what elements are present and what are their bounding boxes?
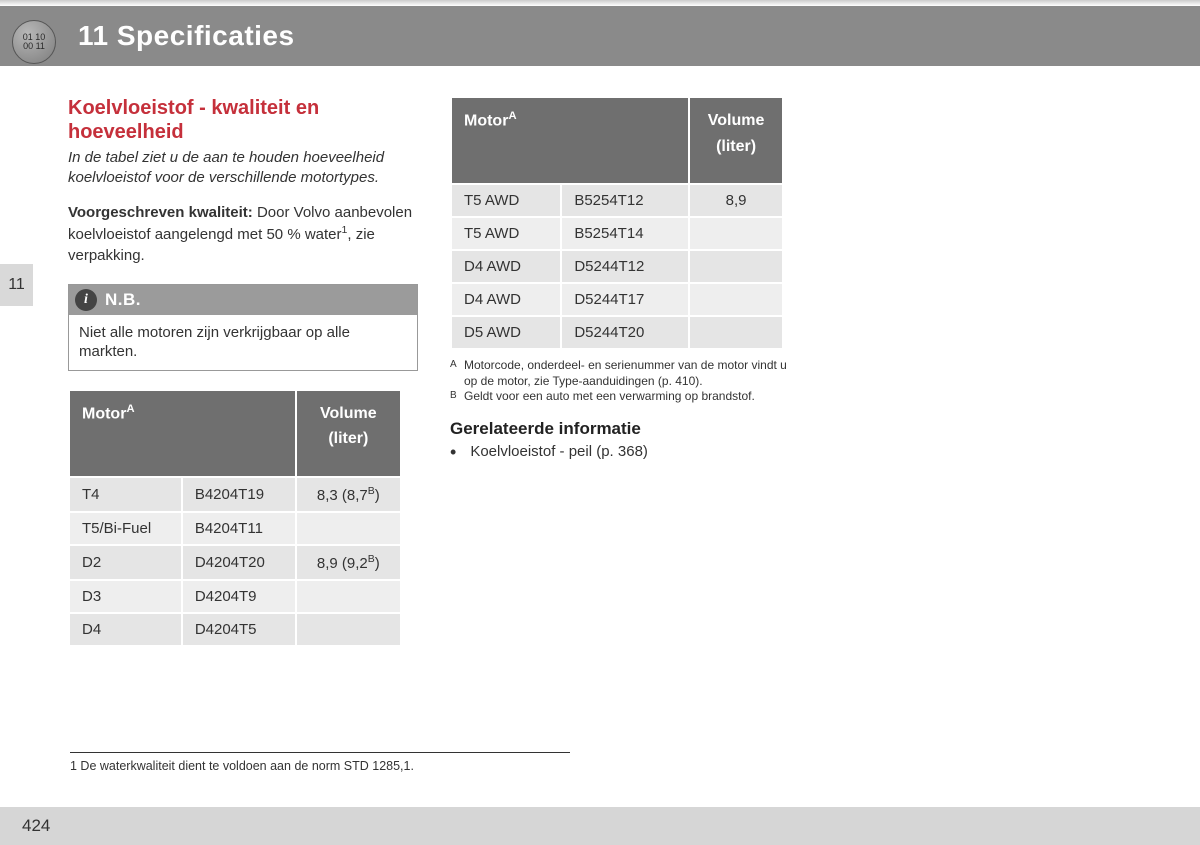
side-tab-label: 11 [8, 276, 25, 294]
cell: D5244T12 [562, 251, 688, 282]
cell: T5/Bi-Fuel [70, 513, 181, 544]
table-row: D3 D4204T9 [70, 581, 400, 612]
circle-line2: 00 11 [23, 42, 45, 51]
note-label: N.B. [105, 290, 141, 310]
th-motor: MotorA [452, 98, 688, 183]
table-row: T5 AWD B5254T14 [452, 218, 782, 249]
table-row: D5 AWD D5244T20 [452, 317, 782, 348]
bullet-icon: • [450, 443, 456, 461]
cell: D5 AWD [452, 317, 560, 348]
quality-label: Voorgeschreven kwaliteit: [68, 204, 253, 221]
table-row: D2 D4204T20 8,9 (9,2B) [70, 546, 400, 579]
cell: 8,9 (9,2B) [297, 546, 400, 579]
cell: B4204T19 [183, 478, 295, 511]
section-title: Koelvloeistof - kwaliteit en hoeveelheid [68, 96, 418, 144]
cell: D3 [70, 581, 181, 612]
cell [690, 284, 782, 315]
cell: D4204T20 [183, 546, 295, 579]
note-body: Niet alle motoren zijn verkrijgbaar op a… [69, 315, 417, 370]
th-vol-l1: Volume [320, 405, 377, 422]
th-vol-l2: (liter) [716, 138, 756, 155]
cell [297, 614, 400, 645]
footnote-text: Motorcode, onderdeel- en serienummer van… [464, 358, 800, 389]
quality-paragraph: Voorgeschreven kwaliteit: Door Volvo aan… [68, 203, 418, 266]
th-volume: Volume (liter) [690, 98, 782, 183]
cell: 8,3 (8,7B) [297, 478, 400, 511]
page-footnote: 1 De waterkwaliteit dient te voldoen aan… [70, 752, 570, 773]
th-motor-sup: A [126, 403, 134, 415]
th-volume: Volume (liter) [297, 391, 400, 476]
chapter-header: 11 Specificaties [0, 6, 1200, 66]
footnote-key: B [450, 389, 464, 405]
cell [690, 251, 782, 282]
th-motor-text: Motor [82, 405, 126, 422]
cell: D4 [70, 614, 181, 645]
chapter-icon: 01 10 00 11 [12, 20, 56, 64]
cell: D4 AWD [452, 284, 560, 315]
cell: B5254T14 [562, 218, 688, 249]
footnote-text: Geldt voor een auto met een verwarming o… [464, 389, 755, 405]
cell: T5 AWD [452, 218, 560, 249]
cell: D5244T20 [562, 317, 688, 348]
cell: 8,9 [690, 185, 782, 216]
related-info-title: Gerelateerde informatie [450, 419, 800, 439]
footnote-key: A [450, 358, 464, 389]
table-row: T5/Bi-Fuel B4204T11 [70, 513, 400, 544]
note-header: i N.B. [69, 285, 417, 315]
coolant-table-right: MotorA Volume (liter) T5 AWD B5254T12 8,… [450, 96, 784, 350]
cell [690, 317, 782, 348]
cell: T4 [70, 478, 181, 511]
table-row: T4 B4204T19 8,3 (8,7B) [70, 478, 400, 511]
th-motor-sup: A [508, 110, 516, 122]
cell: B5254T12 [562, 185, 688, 216]
table-footnotes: A Motorcode, onderdeel- en serienummer v… [450, 358, 800, 405]
cell: T5 AWD [452, 185, 560, 216]
th-motor-text: Motor [464, 112, 508, 129]
footnote-row: B Geldt voor een auto met een verwarming… [450, 389, 800, 405]
side-tab: 11 [0, 264, 33, 306]
th-motor: MotorA [70, 391, 295, 476]
note-box: i N.B. Niet alle motoren zijn verkrijgba… [68, 284, 418, 371]
related-info-text: Koelvloeistof - peil (p. 368) [470, 443, 648, 461]
right-column: MotorA Volume (liter) T5 AWD B5254T12 8,… [450, 96, 800, 647]
related-info-item: • Koelvloeistof - peil (p. 368) [450, 443, 800, 461]
table-row: D4 AWD D5244T12 [452, 251, 782, 282]
cell: D5244T17 [562, 284, 688, 315]
table-row: D4 AWD D5244T17 [452, 284, 782, 315]
footnote-row: A Motorcode, onderdeel- en serienummer v… [450, 358, 800, 389]
cell: D4 AWD [452, 251, 560, 282]
cell: D4204T5 [183, 614, 295, 645]
intro-text: In de tabel ziet u de aan te houden hoev… [68, 148, 418, 187]
th-vol-l1: Volume [708, 112, 765, 129]
page-footer: 424 [0, 807, 1200, 845]
table-row: T5 AWD B5254T12 8,9 [452, 185, 782, 216]
cell [690, 218, 782, 249]
cell: B4204T11 [183, 513, 295, 544]
cell: D4204T9 [183, 581, 295, 612]
cell [297, 581, 400, 612]
th-vol-l2: (liter) [328, 430, 368, 447]
chapter-title: 11 Specificaties [78, 20, 295, 52]
info-icon: i [75, 289, 97, 311]
cell [297, 513, 400, 544]
page-number: 424 [22, 816, 50, 836]
content-area: Koelvloeistof - kwaliteit en hoeveelheid… [68, 96, 1138, 647]
table-row: D4 D4204T5 [70, 614, 400, 645]
coolant-table-left: MotorA Volume (liter) T4 B4204T19 8,3 (8… [68, 389, 402, 647]
left-column: Koelvloeistof - kwaliteit en hoeveelheid… [68, 96, 418, 647]
cell: D2 [70, 546, 181, 579]
